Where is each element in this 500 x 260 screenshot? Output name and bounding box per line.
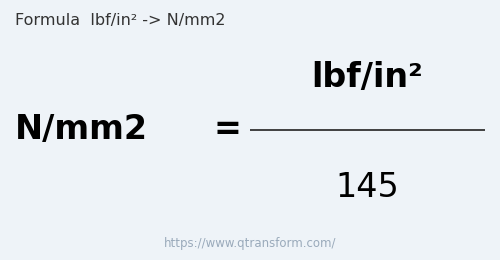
Text: =: = [214, 114, 242, 146]
Text: lbf/in²: lbf/in² [312, 62, 424, 94]
Text: 145: 145 [336, 171, 400, 204]
Text: Formula  lbf/in² -> N/mm2: Formula lbf/in² -> N/mm2 [15, 13, 226, 28]
Text: N/mm2: N/mm2 [15, 114, 148, 146]
Text: https://www.qtransform.com/: https://www.qtransform.com/ [164, 237, 336, 250]
